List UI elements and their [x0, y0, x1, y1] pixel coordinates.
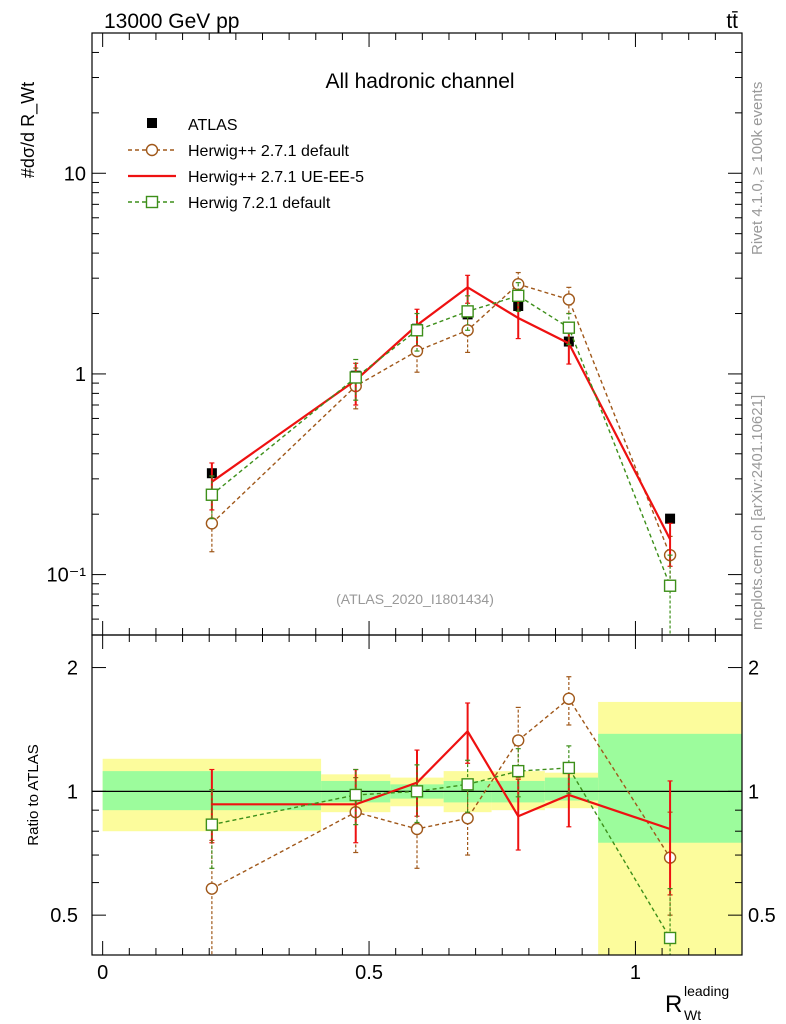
process-label: tt̄ — [726, 10, 738, 33]
ratio-ytick-label-left: 0.5 — [50, 905, 78, 927]
main-ytick-label: 1 — [75, 364, 86, 386]
herwig7-point-6 — [663, 579, 677, 592]
legend-herwig7-marker — [145, 195, 159, 209]
herwig7-ratio-point-2 — [410, 785, 424, 798]
herwig7-ratio-point-3 — [461, 778, 474, 791]
legend-herwig7: Herwig 7.2.1 default — [128, 195, 331, 212]
main-ytick-label: 10⁻¹ — [47, 565, 87, 587]
analysis-id: (ATLAS_2020_I1801434) — [336, 591, 494, 607]
rivet-label: Rivet 4.1.0, ≥ 100k events — [749, 82, 766, 255]
herwig-default-point-0 — [205, 517, 219, 530]
main-y-axis: 10⁻¹ 1 10 — [47, 32, 742, 636]
main-series — [205, 271, 677, 635]
herwig7-point-1 — [349, 371, 362, 384]
herwig7-ratio-point-0 — [205, 818, 219, 831]
x-axis-title-sup: leading — [684, 983, 729, 999]
herwig-default-line — [211, 283, 671, 556]
herwig-default-ratio-point-3 — [461, 812, 474, 825]
herwig7-point-0 — [205, 488, 219, 501]
herwig-default-point-5 — [562, 293, 576, 306]
atlas-point-6 — [665, 513, 676, 524]
legend-atlas: ATLAS — [147, 117, 238, 134]
legend-atlas-marker — [147, 118, 157, 128]
herwig7-point-4 — [512, 289, 525, 303]
ratio-y-axis: 0.5 0.5 1 1 2 2 — [50, 658, 776, 956]
ratio-panel: 0.5 0.51 12 2 0 0.5 1 Ratio to ATLAS — [25, 634, 776, 984]
herwig7-point-5 — [562, 321, 576, 334]
ratio-frame — [91, 634, 743, 956]
main-y-title: #dσ/d R_Wt — [18, 82, 39, 178]
herwig7-point-3 — [461, 305, 474, 318]
ratio-band-green-5 — [544, 777, 599, 801]
energy-label: 13000 GeV pp — [104, 10, 239, 33]
herwig7-point-2 — [410, 324, 424, 337]
ratio-xtick-label: 1 — [630, 962, 641, 984]
x-axis-title-main: R — [665, 991, 682, 1018]
herwig7-ratio-point-5 — [562, 761, 576, 775]
ratio-xtick-label: 0.5 — [355, 962, 383, 984]
ratio-ytick-label-left: 1 — [67, 781, 78, 803]
x-axis-title: R Wt leading — [665, 983, 729, 1023]
legend-atlas-label: ATLAS — [188, 117, 238, 134]
herwig7-ratio-point-6 — [663, 931, 677, 945]
legend: ATLAS Herwig++ 2.7.1 default Herwig++ 2.… — [128, 117, 364, 212]
legend-herwig7-label: Herwig 7.2.1 default — [188, 195, 331, 212]
ratio-x-axis: 0 0.5 1 — [97, 635, 743, 984]
chart-title: All hadronic channel — [325, 70, 514, 93]
herwig-default-ratio-point-4 — [512, 734, 525, 747]
herwig7-line — [211, 295, 671, 586]
main-x-ticks — [102, 33, 743, 635]
ratio-ytick-label-left: 2 — [67, 658, 78, 680]
legend-herwig-default-marker — [145, 143, 159, 157]
x-axis-title-sub: Wt — [684, 1007, 701, 1023]
herwig7-ratio-point-4 — [512, 764, 525, 778]
herwig-default-ratio-point-0 — [205, 882, 219, 895]
main-ytick-label: 10 — [64, 163, 86, 185]
herwig7-ratio-point-1 — [349, 788, 362, 802]
ratio-bands — [102, 701, 742, 955]
ratio-series — [205, 676, 677, 955]
herwig-default-ratio-point-5 — [562, 692, 576, 705]
ratio-xtick-label: 0 — [97, 962, 108, 984]
legend-herwig-default-label: Herwig++ 2.7.1 default — [188, 143, 350, 160]
herwig-ueee5-line — [211, 286, 672, 540]
legend-herwig-ueee5: Herwig++ 2.7.1 UE-EE-5 — [128, 169, 364, 186]
herwig-default-ratio-point-2 — [410, 822, 424, 836]
ratio-ytick-label-right: 2 — [748, 658, 759, 680]
main-panel: 10⁻¹ 1 10 All hadronic channel (ATLAS_2020… — [18, 32, 743, 636]
ratio-ytick-label-right: 1 — [748, 781, 759, 803]
mcplots-label: mcplots.cern.ch [arXiv:2401.10621] — [749, 395, 766, 630]
legend-herwig-default: Herwig++ 2.7.1 default — [128, 143, 350, 160]
ratio-ytick-label-right: 0.5 — [748, 905, 776, 927]
ratio-y-title: Ratio to ATLAS — [25, 744, 42, 845]
legend-herwig-ueee5-label: Herwig++ 2.7.1 UE-EE-5 — [188, 169, 364, 186]
main-y-title-text: #dσ/d R_Wt — [18, 82, 39, 178]
